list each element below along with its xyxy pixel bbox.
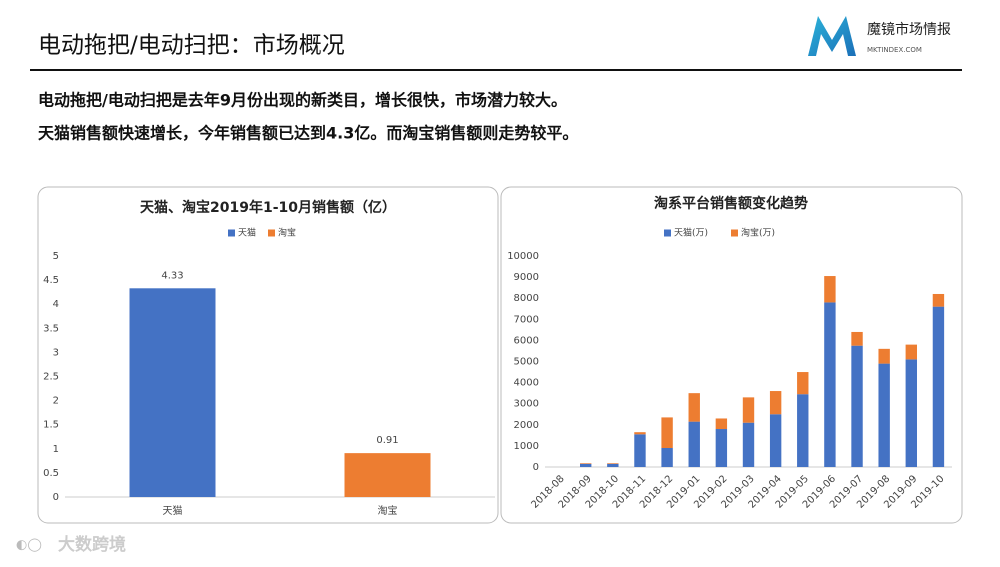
bar bbox=[932, 293, 945, 307]
y-tick-label: 1 bbox=[53, 444, 59, 455]
bar bbox=[344, 453, 431, 497]
legend-swatch bbox=[664, 229, 671, 237]
legend-label: 淘宝 bbox=[278, 227, 296, 239]
data-label: 4.33 bbox=[161, 270, 183, 281]
bar bbox=[607, 463, 619, 464]
y-tick-label: 3000 bbox=[514, 399, 539, 410]
y-tick-label: 6000 bbox=[514, 335, 539, 346]
legend-swatch bbox=[268, 229, 275, 237]
bar bbox=[661, 448, 673, 467]
bar bbox=[769, 391, 782, 415]
bar bbox=[797, 372, 809, 395]
logo-name: 魔镜市场情报 bbox=[867, 21, 951, 38]
y-tick-label: 10000 bbox=[507, 251, 539, 262]
bar bbox=[742, 422, 755, 467]
bar bbox=[742, 397, 755, 423]
bar bbox=[878, 348, 890, 364]
bar bbox=[715, 418, 728, 430]
y-tick-label: 1.5 bbox=[43, 420, 59, 431]
bar bbox=[824, 302, 836, 467]
bar bbox=[851, 345, 863, 467]
x-tick-label: 淘宝 bbox=[378, 504, 398, 517]
bar bbox=[580, 463, 592, 464]
y-tick-label: 4 bbox=[53, 299, 59, 310]
legend-label: 淘宝(万) bbox=[741, 227, 775, 239]
legend-swatch bbox=[731, 229, 738, 237]
watermark-icon: ◐◯ bbox=[16, 538, 42, 553]
bar bbox=[580, 463, 592, 467]
body-text: 电动拖把/电动扫把是去年9月份出现的新类目，增长很快，市场潜力较大。 bbox=[38, 91, 567, 110]
logo-site: MKTINDEX.COM bbox=[867, 46, 922, 54]
legend-swatch bbox=[228, 229, 235, 237]
bar bbox=[688, 393, 700, 422]
x-tick-label: 天猫 bbox=[163, 504, 183, 517]
bar bbox=[824, 276, 836, 303]
y-tick-label: 1000 bbox=[514, 441, 539, 452]
bar bbox=[905, 344, 917, 360]
y-tick-label: 3 bbox=[53, 347, 59, 358]
bar bbox=[878, 363, 890, 467]
watermark: 大数跨境 bbox=[58, 534, 126, 555]
slide-title: 电动拖把/电动扫把：市场概况 bbox=[38, 33, 345, 59]
bar bbox=[688, 421, 700, 467]
legend-label: 天猫 bbox=[238, 227, 256, 239]
bar bbox=[661, 417, 673, 449]
y-tick-label: 2000 bbox=[514, 420, 539, 431]
bar bbox=[851, 331, 863, 346]
bar bbox=[634, 432, 646, 435]
y-tick-label: 2.5 bbox=[43, 372, 59, 383]
y-tick-label: 0 bbox=[533, 462, 539, 473]
bar bbox=[129, 288, 216, 497]
bar bbox=[905, 359, 917, 467]
y-tick-label: 7000 bbox=[514, 314, 539, 325]
y-tick-label: 0 bbox=[53, 492, 59, 503]
y-tick-label: 5000 bbox=[514, 357, 539, 368]
chart-title: 淘系平台销售额变化趋势 bbox=[654, 195, 808, 212]
y-tick-label: 9000 bbox=[514, 272, 539, 283]
y-tick-label: 2 bbox=[53, 396, 59, 407]
bar bbox=[634, 434, 646, 467]
legend-label: 天猫(万) bbox=[674, 227, 708, 239]
y-tick-label: 0.5 bbox=[43, 468, 59, 479]
chart-title: 天猫、淘宝2019年1-10月销售额（亿） bbox=[140, 199, 396, 216]
y-tick-label: 4.5 bbox=[43, 275, 59, 286]
chart-frame bbox=[500, 186, 963, 524]
y-tick-label: 8000 bbox=[514, 293, 539, 304]
body-text: 天猫销售额快速增长，今年销售额已达到4.3亿。而淘宝销售额则走势较平。 bbox=[38, 124, 578, 143]
bar bbox=[932, 306, 945, 467]
data-label: 0.91 bbox=[376, 435, 398, 446]
logo-mark bbox=[808, 16, 856, 56]
bar bbox=[607, 463, 619, 467]
bar bbox=[797, 394, 809, 467]
bar bbox=[769, 414, 782, 467]
y-tick-label: 5 bbox=[53, 251, 59, 262]
y-tick-label: 3.5 bbox=[43, 323, 59, 334]
bar bbox=[715, 429, 728, 467]
y-tick-label: 4000 bbox=[514, 378, 539, 389]
